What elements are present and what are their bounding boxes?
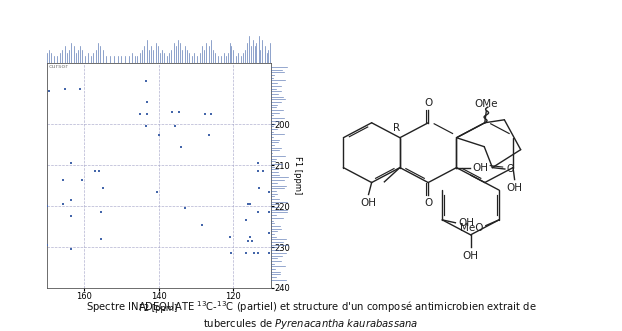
Text: O: O: [507, 164, 514, 174]
Point: [58, 177, 68, 182]
Point: [170, 124, 180, 129]
Point: [142, 112, 152, 117]
Point: [253, 169, 262, 174]
Point: [226, 251, 236, 256]
Point: [66, 161, 76, 166]
Point: [264, 230, 274, 235]
Point: [60, 87, 70, 92]
Point: [176, 144, 186, 149]
Point: [206, 112, 216, 117]
Point: [174, 109, 184, 115]
Point: [243, 202, 253, 207]
Text: OH: OH: [472, 163, 488, 172]
Point: [66, 247, 76, 252]
Point: [180, 206, 190, 211]
Point: [77, 177, 87, 182]
Point: [167, 109, 177, 115]
Point: [96, 236, 106, 242]
Text: Spectre INADEQUATE $^{13}$C-$^{13}$C (partiel) et structure d'un composé antimic: Spectre INADEQUATE $^{13}$C-$^{13}$C (pa…: [86, 300, 536, 315]
Point: [253, 210, 262, 215]
Point: [96, 210, 106, 215]
Point: [253, 161, 262, 166]
Y-axis label: F1 [ppm]: F1 [ppm]: [293, 156, 302, 195]
Text: OH: OH: [361, 198, 376, 208]
X-axis label: F2 [ppm]: F2 [ppm]: [139, 304, 178, 313]
Point: [66, 197, 76, 203]
Point: [75, 87, 85, 92]
Point: [247, 238, 257, 244]
Point: [66, 214, 76, 219]
Point: [58, 202, 68, 207]
Point: [44, 88, 53, 93]
Point: [264, 189, 274, 194]
Point: [197, 222, 207, 227]
Text: OH: OH: [463, 251, 478, 260]
Text: cursor: cursor: [49, 64, 69, 69]
Text: OMe: OMe: [475, 99, 498, 109]
Point: [154, 132, 164, 137]
Point: [42, 204, 52, 209]
Point: [90, 169, 100, 174]
Point: [200, 112, 210, 117]
Point: [254, 185, 264, 190]
Point: [264, 210, 274, 215]
Point: [98, 185, 108, 190]
Point: [245, 234, 255, 239]
Point: [245, 202, 255, 207]
Point: [243, 238, 253, 244]
Point: [135, 112, 145, 117]
Point: [142, 99, 152, 104]
Point: [249, 251, 259, 256]
Point: [152, 189, 162, 194]
Point: [264, 251, 274, 256]
Text: MeO: MeO: [460, 223, 483, 233]
Text: OH: OH: [458, 218, 474, 228]
Point: [241, 251, 251, 256]
Text: O: O: [424, 198, 432, 208]
Point: [42, 242, 52, 248]
Point: [241, 218, 251, 223]
Point: [253, 251, 262, 256]
Text: tubercules de $\it{Pyrenacantha}$ $\it{kaurabassana}$: tubercules de $\it{Pyrenacantha}$ $\it{k…: [203, 317, 419, 331]
Text: OH: OH: [506, 183, 522, 193]
Point: [204, 132, 214, 137]
Point: [258, 169, 268, 174]
Point: [225, 234, 234, 239]
Point: [141, 79, 151, 84]
Text: R: R: [393, 122, 401, 133]
Text: O: O: [424, 98, 432, 108]
Point: [94, 169, 104, 174]
Point: [141, 124, 151, 129]
